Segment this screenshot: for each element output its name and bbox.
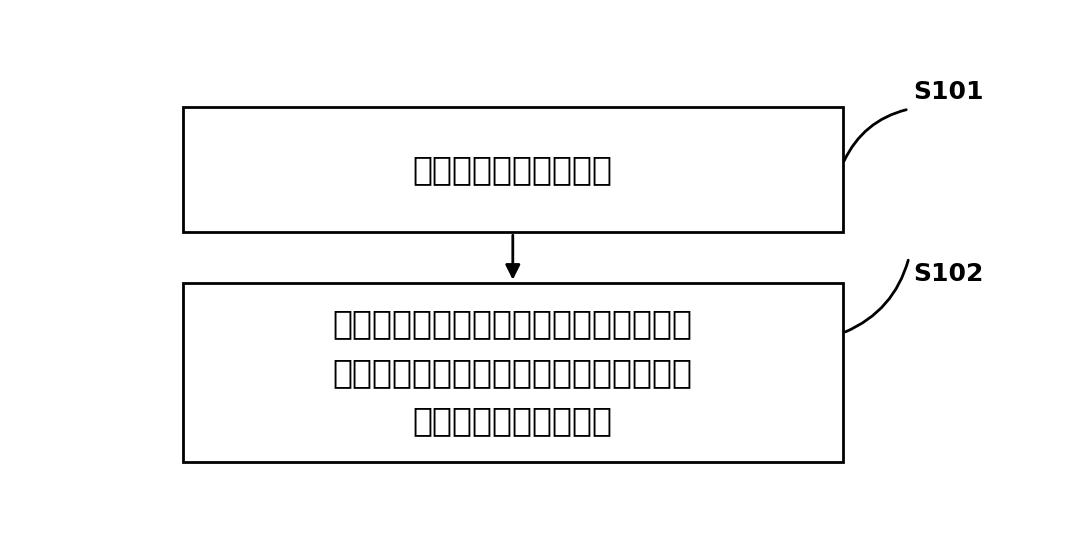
Text: 求解预先构建的容量优化配置模型，确定
换热器装置和电换热装置各自的装机容量
以及储热罐的储热容量: 求解预先构建的容量优化配置模型，确定 换热器装置和电换热装置各自的装机容量 以及… <box>332 307 693 438</box>
Text: S102: S102 <box>913 262 983 286</box>
Text: S101: S101 <box>913 80 984 104</box>
Bar <box>183 107 843 232</box>
Text: 获取电力系统的弃风率: 获取电力系统的弃风率 <box>413 153 612 186</box>
Bar <box>183 282 843 463</box>
